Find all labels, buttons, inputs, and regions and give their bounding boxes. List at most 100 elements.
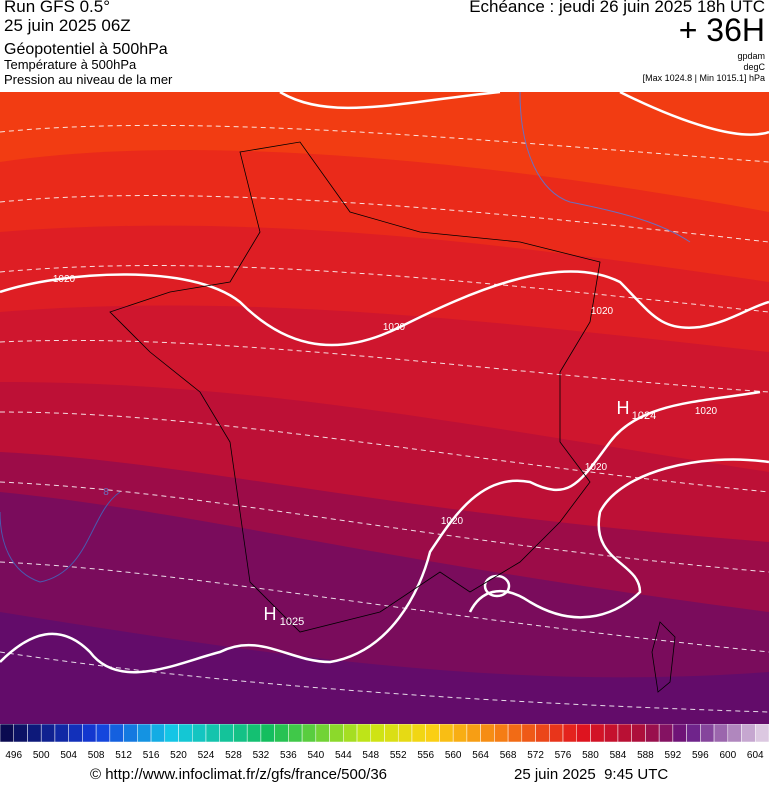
colorbar-cell [370,724,385,743]
colorbar-cell [356,724,372,743]
colorbar-label: 596 [692,750,709,761]
unit: gpdam [737,51,765,61]
field: Géopotentiel à 500hPa [4,41,168,58]
colorbar-cell [466,724,481,743]
colorbar-cell [603,724,619,743]
colorbar-label: 528 [225,750,242,761]
colorbar-cell [727,724,742,743]
colorbar-cell [178,724,193,743]
colorbar-label: 552 [390,750,407,761]
map-label: 1020 [383,322,406,333]
run: 25 juin 2025 06Z [4,16,131,35]
colorbar-cell [13,724,28,743]
colorbar-label: 532 [253,750,270,761]
colorbar-label: 496 [5,750,22,761]
echeance: Echéance : jeudi 26 juin 2025 18h UTC [469,0,765,16]
colorbar-cell [384,724,399,743]
field: Température à 500hPa [4,57,137,72]
colorbar-label: 524 [198,750,215,761]
colorbar-cell [700,724,715,743]
source: © http://www.infoclimat.fr/z/gfs/france/… [90,766,388,783]
lead-time: + 36H [678,12,765,48]
colorbar-cell [40,724,56,743]
colorbar-cell [507,724,523,743]
colorbar-cell [755,724,769,743]
colorbar-cell [439,724,454,743]
colorbar-cell [315,724,330,743]
colorbar-cell [549,724,564,743]
colorbar-cell [562,724,578,743]
colorbar-cell [219,724,234,743]
colorbar-cell [658,724,674,743]
colorbar-cell [288,724,303,743]
colorbar-cell [260,724,275,743]
colorbar-label: 504 [60,750,77,761]
colorbar-cell [645,724,660,743]
colorbar-cell [617,724,632,743]
colorbar-label: 568 [500,750,517,761]
colorbar-cell [68,724,83,743]
colorbar-label: 588 [637,750,654,761]
colorbar-label: 604 [747,750,764,761]
colorbar-cell [95,724,111,743]
colorbar-cell [246,724,262,743]
colorbar-label: 508 [88,750,105,761]
colorbar-cell [329,724,344,743]
colorbar-cell [713,724,729,743]
colorbar-label: 512 [115,750,132,761]
colorbar-cell [521,724,536,743]
colorbar-cell [411,724,426,743]
colorbar-label: 516 [143,750,160,761]
colorbar-label: 548 [362,750,379,761]
colorbar-cell [233,724,248,743]
colorbar-cell [741,724,756,743]
colorbar-cell [672,724,687,743]
colorbar-cell [397,724,413,743]
colorbar-cell [452,724,468,743]
colorbar-label: 572 [527,750,544,761]
colorbar-label: 520 [170,750,187,761]
colorbar-cell [480,724,495,743]
colorbar-cell [123,724,138,743]
colorbar-cell [535,724,550,743]
colorbar-cell [164,724,179,743]
colorbar-cell [301,724,317,743]
colorbar-cell [54,724,69,743]
map-label: 1020 [441,516,464,527]
colorbar-label: 540 [307,750,324,761]
colorbar-label: 564 [472,750,489,761]
colorbar-cell [137,724,152,743]
map-label: 1020 [695,406,718,417]
colorbar-cell [150,724,166,743]
map-label: H [264,604,277,624]
unit: degC [743,62,765,72]
map-label: 1020 [591,306,614,317]
colorbar-cell [0,724,14,743]
colorbar-label: 600 [719,750,736,761]
colorbar-label: 536 [280,750,297,761]
colorbar-label: 556 [417,750,434,761]
colorbar-label: 544 [335,750,352,761]
colorbar-cell [192,724,207,743]
map-label: 1020 [585,462,608,473]
map-label: 1024 [632,410,656,422]
map-label: 8 [103,487,109,498]
colorbar-label: 560 [445,750,462,761]
model: Run GFS 0.5° [4,0,111,16]
colorbar-cell [274,724,289,743]
colorbar-cell [494,724,509,743]
colorbar-label: 584 [610,750,627,761]
colorbar-cell [27,724,42,743]
colorbar-cell [82,724,97,743]
colorbar-cell [631,724,646,743]
map-label: H [617,398,630,418]
colorbar-cell [576,724,591,743]
colorbar-cell [590,724,605,743]
colorbar-cell [205,724,220,743]
map-label: 1020 [53,274,76,285]
date: 25 juin 2025 9:45 UTC [514,766,669,783]
colorbar-label: 592 [665,750,682,761]
map-label: 1025 [280,616,304,628]
